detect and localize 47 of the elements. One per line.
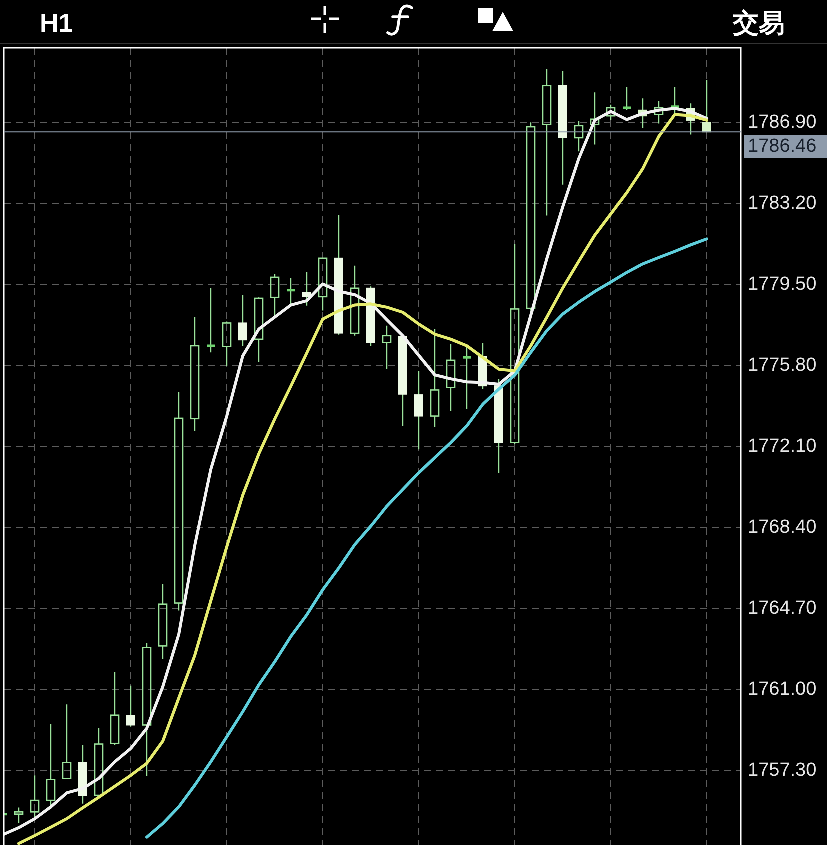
candlestick (46, 724, 56, 810)
y-tick-label: 1764.70 (748, 598, 817, 620)
y-tick-label: 1783.20 (748, 192, 817, 214)
candlestick (558, 70, 568, 186)
candlestick (574, 120, 584, 152)
y-tick-label: 1786.90 (748, 112, 817, 133)
candlestick (590, 92, 600, 146)
y-tick-label: 1768.40 (748, 517, 817, 538)
candlestick (286, 278, 296, 305)
text: H1 (40, 8, 74, 38)
candlestick (302, 272, 312, 307)
text: 交易 (732, 8, 785, 38)
candlestick (462, 345, 472, 410)
y-tick-label: 1775.80 (748, 354, 817, 376)
candlestick (702, 80, 712, 133)
candlestick (414, 370, 424, 450)
y-tick-label: 1761.00 (748, 679, 817, 700)
candlestick (206, 288, 216, 354)
candlestick (270, 274, 280, 317)
candlestick (14, 807, 24, 824)
line-series (146, 238, 708, 839)
candlestick (318, 258, 328, 312)
candlestick (334, 214, 344, 336)
y-tick-label: 1779.50 (748, 274, 817, 295)
y-tick-label: 1772.10 (748, 436, 817, 457)
candlestick (110, 672, 120, 746)
candlestick (494, 378, 504, 474)
candlestick (94, 728, 104, 798)
candlestick (430, 328, 440, 428)
candlestick (142, 642, 152, 778)
candlestick (446, 344, 456, 412)
candlestick (62, 704, 72, 780)
candlestick (238, 294, 248, 347)
candlestick (222, 321, 232, 367)
y-tick-label: 1757.30 (748, 760, 817, 782)
candlestick (350, 265, 360, 337)
candlestick (158, 583, 168, 660)
candlestick (510, 243, 520, 445)
candlestick (126, 685, 136, 728)
candlestick (254, 297, 264, 363)
candlestick (382, 325, 392, 370)
candlestick (654, 100, 664, 124)
candlestick (174, 392, 184, 612)
ref-line-label: 1786.46 (748, 136, 817, 158)
candlestick (78, 744, 88, 804)
candlestick (542, 68, 552, 216)
candlestick (190, 316, 200, 432)
